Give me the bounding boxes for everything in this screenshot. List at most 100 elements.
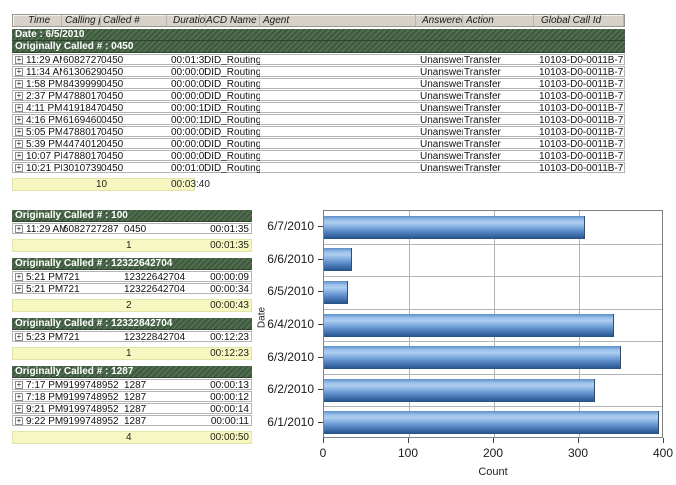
bar-6-6-2010 [324,248,352,271]
cell-action: Transfer [464,116,501,125]
column-header-calling[interactable]: Calling party # [63,15,101,26]
bar-6-7-2010 [324,216,585,239]
cell-calling: 6130629432 [63,68,101,77]
y-tick-label: 6/6/2010 [267,252,314,266]
column-header-time[interactable]: Time [26,15,62,26]
cell-time: 7:18 PM [26,393,64,402]
cell-global_id: 10103-D0-0011B-770 [539,80,624,89]
call-group-section: Originally Called # : 12322842704 +5:23 P… [12,318,252,360]
cell-time: 5:05 PM [26,128,62,137]
expand-icon[interactable]: + [15,127,23,136]
column-header-global_id[interactable]: Global Call Id [539,15,624,26]
cell-time: 2:37 PM [26,92,62,101]
cell-global_id: 10103-D0-0011B-771 [539,92,624,101]
cell-duration: 00:00:11 [210,417,249,426]
gridline-horizontal [324,309,662,310]
summary-duration: 00:00:50 [210,432,249,443]
x-axis-label: Count [478,466,508,478]
cell-duration: 00:00:15 [171,104,206,113]
cell-answered: Unanswered [420,80,463,89]
column-header-acd[interactable]: ACD Name [204,15,260,26]
summary-duration: 00:01:35 [210,240,249,251]
expand-icon[interactable]: + [15,67,23,76]
expand-icon[interactable]: + [15,139,23,148]
column-header-agent[interactable]: Agent [261,15,416,26]
cell-agent [261,140,416,149]
summary-duration: 00:12:23 [210,348,249,359]
cell-time: 5:21 PM [26,285,64,294]
y-tick-label: 6/3/2010 [267,350,314,364]
cell-calling: 3010739363 [63,164,101,173]
bar-6-1-2010 [324,411,659,434]
cell-called: 1287 [124,417,147,426]
cell-action: Transfer [464,104,501,113]
call-group-section: Originally Called # : 12322642704 +5:21 P… [12,258,252,312]
cell-called: 0450 [101,104,124,113]
cell-called: 0450 [101,152,124,161]
expand-icon[interactable]: + [15,332,23,341]
column-header-duration[interactable]: Duration [173,15,206,26]
expand-icon[interactable]: + [15,416,23,425]
cell-time: 4:11 PM [26,104,62,113]
cell-calling: 721 [63,333,80,342]
expand-icon[interactable]: + [15,284,23,293]
cell-duration: 00:00:34 [210,285,249,294]
cell-answered: Unanswered [420,140,463,149]
cell-called: 0450 [101,56,124,65]
cell-agent [261,80,416,89]
call-row: +5:05 PM47880177700450 00:00:07DID_Routin… [12,126,625,137]
date-group-bar: Date : 6/5/2010 [12,29,625,41]
summary-duration: 00:00:43 [210,300,249,311]
group-summary-row: 4 00:00:50 [12,431,252,444]
expand-icon[interactable]: + [15,55,23,64]
expand-icon[interactable]: + [15,224,23,233]
expand-icon[interactable]: + [15,103,23,112]
column-header-action[interactable]: Action [464,15,534,26]
expand-icon[interactable]: + [15,380,23,389]
column-header-called[interactable]: Called # [101,15,167,26]
cell-duration: 00:00:06 [171,152,206,161]
column-header-answered[interactable]: Answered [422,15,463,26]
section-header-bar: Originally Called # : 0450 [12,41,625,53]
bar-6-5-2010 [324,281,348,304]
x-tick-mark [323,438,324,443]
cell-duration: 00:00:11 [171,116,206,125]
cell-acd: DID_Routing [204,128,260,137]
cell-time: 5:23 PM [26,333,64,342]
expand-icon[interactable]: + [15,404,23,413]
cell-calling: 9199748952 [63,417,118,426]
cell-duration: 00:01:35 [210,225,249,234]
cell-calling: 9199748952 [63,381,118,390]
section-header-bar: Originally Called # : 100 [12,210,252,222]
cell-called: 0450 [101,80,124,89]
cell-calling: 4191847701 [63,104,101,113]
summary-duration: 00:03:40 [171,179,210,190]
expand-icon[interactable]: + [15,91,23,100]
cell-global_id: 10103-D0-0011B-773 [539,116,624,125]
cell-called: 0450 [101,128,124,137]
expand-icon[interactable]: + [15,163,23,172]
gridline-horizontal [324,374,662,375]
expand-icon[interactable]: + [15,392,23,401]
summary-count: 4 [126,432,132,443]
x-tick-mark [408,438,409,443]
expand-icon[interactable]: + [15,272,23,281]
bar-chart: Count Date 0 100 200 300 400 6/7/2010 6/6/2010… [250,200,676,485]
y-tick-label: 6/1/2010 [267,415,314,429]
cell-global_id: 10103-D0-0011B-774 [539,128,624,137]
y-tick-mark [318,422,323,423]
cell-global_id: 10103-D0-0011B-76F [539,68,624,77]
cell-answered: Unanswered [420,92,463,101]
cell-action: Transfer [464,80,501,89]
expand-icon[interactable]: + [15,115,23,124]
group-summary-row: 2 00:00:43 [12,299,252,312]
cell-agent [261,152,416,161]
call-group-section: Originally Called # : 100 +11:29 AM 608272… [12,210,252,252]
cell-calling: 721 [63,285,80,294]
expand-icon[interactable]: + [15,79,23,88]
cell-called: 12322642704 [124,273,186,282]
gridline-horizontal [324,406,662,407]
expand-icon[interactable]: + [15,151,23,160]
cell-agent [261,104,416,113]
